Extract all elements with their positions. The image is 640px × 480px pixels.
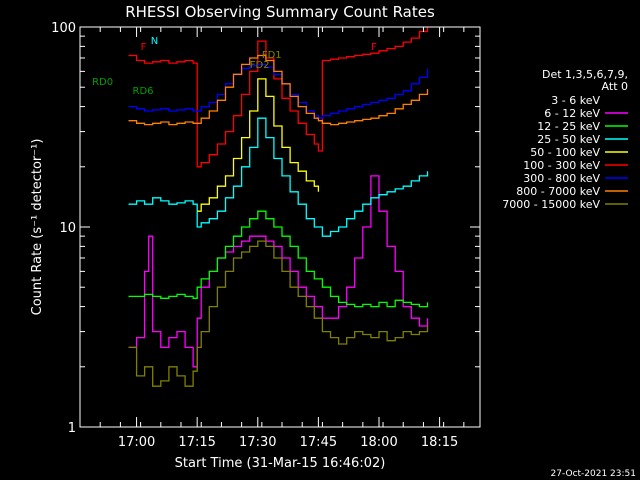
series-line-800-7000-kev — [128, 54, 429, 126]
annotation-f-6: F — [371, 42, 377, 53]
legend-label-800-7000-kev: 800 - 7000 keV — [516, 185, 600, 198]
y-axis-label: Count Rate (s⁻¹ detector⁻¹) — [30, 139, 45, 316]
legend-label-3-6-kev: 3 - 6 keV — [551, 94, 600, 107]
x-tick-label: 17:45 — [300, 435, 337, 450]
x-tick-label: 18:15 — [421, 435, 458, 450]
annotation-rd6-5: RD6 — [133, 86, 154, 97]
legend-label-12-25-kev: 12 - 25 keV — [537, 120, 600, 133]
legend-label-6-12-kev: 6 - 12 keV — [544, 107, 600, 120]
series-line-25-50-kev — [128, 117, 429, 237]
y-tick-label: 100 — [51, 21, 76, 36]
x-tick-label: 17:15 — [178, 435, 215, 450]
series-line-50-100-kev — [197, 78, 320, 212]
y-tick-label: 10 — [59, 221, 76, 236]
x-axis: 17:00 17:15 17:30 17:45 18:00 18:15 — [79, 27, 465, 450]
x-tick-label: 18:00 — [360, 435, 397, 450]
series-line-12-25-kev — [128, 210, 429, 308]
series-line-6-12-kev — [128, 175, 429, 368]
legend-label-25-50-kev: 25 - 50 keV — [537, 133, 600, 146]
chart-title: RHESSI Observing Summary Count Rates — [125, 3, 435, 21]
series-line-7000-15000-kev — [128, 240, 429, 387]
annotation-rd0-4: RD0 — [92, 77, 113, 88]
x-tick-label: 17:30 — [239, 435, 276, 450]
legend-label-300-800-kev: 300 - 800 keV — [523, 172, 600, 185]
legend-header-line-2: Att 0 — [602, 80, 628, 93]
footer-timestamp: 27-Oct-2021 23:51 — [551, 469, 636, 479]
x-tick-label: 17:00 — [118, 435, 155, 450]
annotation-n-1: N — [151, 36, 158, 47]
annotation-fd1-2: FD1 — [262, 50, 282, 61]
legend-label-50-100-kev: 50 - 100 keV — [530, 146, 600, 159]
legend-label-100-300-kev: 100 - 300 keV — [523, 159, 600, 172]
series-layer — [128, 27, 429, 393]
legend-label-7000-15000-kev: 7000 - 15000 keV — [502, 198, 600, 211]
legend-header-line-1: Det 1,3,5,6,7,9, — [542, 68, 628, 81]
annotation-f-0: F — [141, 42, 147, 53]
y-axis: 1 10 100 — [51, 21, 480, 436]
annotation-fd2-3: FD2 — [250, 60, 270, 71]
x-axis-label: Start Time (31-Mar-15 16:46:02) — [175, 456, 386, 471]
y-tick-label: 1 — [68, 421, 76, 436]
